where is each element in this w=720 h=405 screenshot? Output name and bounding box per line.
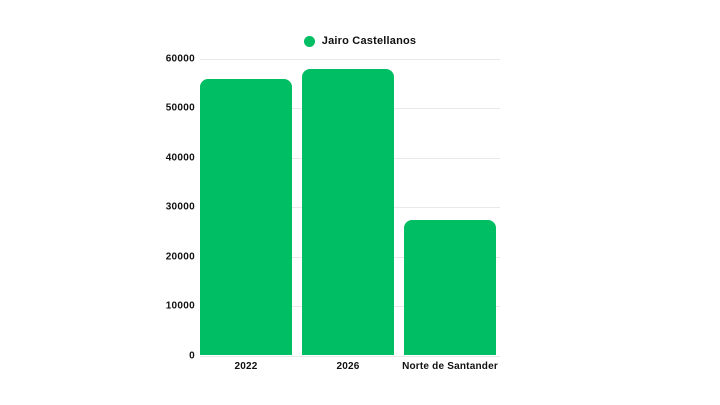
gridline (200, 355, 500, 357)
legend[interactable]: Jairo Castellanos (0, 33, 720, 49)
legend-dot-icon (303, 35, 315, 47)
y-tick-label: 40000 (165, 152, 195, 164)
bar-norte-de-santander[interactable] (404, 219, 496, 356)
y-tick-label: 0 (189, 350, 195, 361)
x-tick-label: 2022 (234, 360, 258, 372)
legend-label: Jairo Castellanos (321, 35, 417, 47)
x-tick-label: Norte de Santander (402, 360, 498, 372)
y-tick-label: 50000 (165, 102, 195, 114)
y-tick-label: 30000 (165, 201, 195, 213)
x-tick-label: 2026 (336, 360, 360, 372)
gridline (200, 59, 500, 60)
y-tick-label: 10000 (165, 300, 195, 312)
bar-2026[interactable] (302, 68, 394, 356)
y-tick-label: 60000 (165, 53, 195, 65)
bar-2022[interactable] (200, 78, 292, 356)
y-tick-label: 20000 (165, 251, 195, 263)
